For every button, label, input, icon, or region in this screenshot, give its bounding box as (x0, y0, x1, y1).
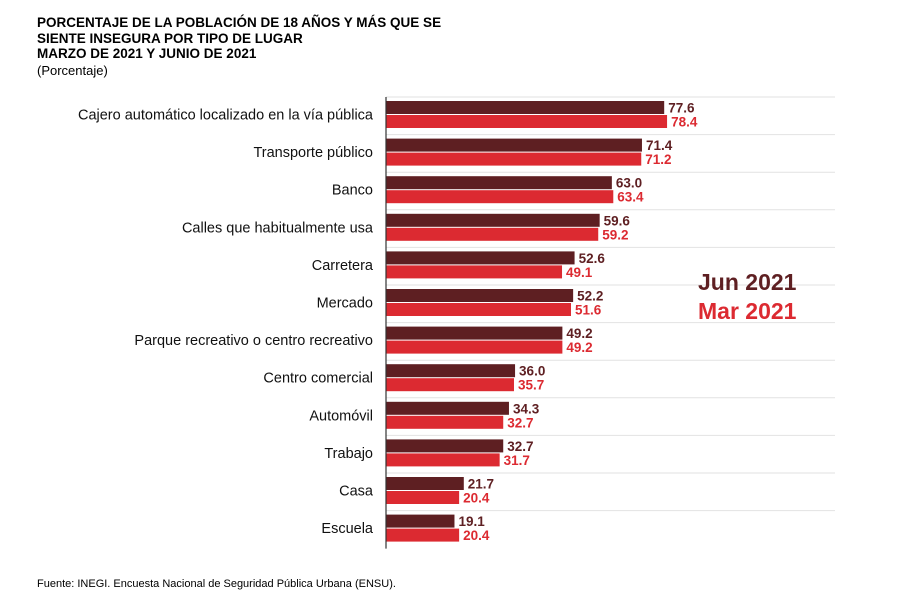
bar-jun (386, 289, 574, 302)
bar-jun (386, 101, 665, 114)
bar-jun (386, 439, 504, 453)
bar-jun (386, 213, 600, 227)
chart-title: PORCENTAJE DE LA POBLACIÓN DE 18 AÑOS Y … (37, 15, 637, 78)
bar-jun (386, 514, 455, 528)
bar-jun (386, 401, 509, 415)
chart-subtitle: (Porcentaje) (37, 62, 108, 78)
category-label: Escuela (321, 521, 374, 537)
category-label: Casa (339, 484, 374, 500)
data-label-jun: 21.7 (468, 477, 494, 492)
legend: Jun 2021 Mar 2021 (698, 268, 796, 326)
bar-mar (386, 115, 668, 128)
category-label: Automóvil (309, 408, 373, 424)
data-label-jun: 52.6 (579, 251, 606, 266)
data-label-jun: 34.3 (513, 401, 540, 416)
bar-mar (386, 190, 614, 204)
data-label-mar: 32.7 (507, 415, 533, 430)
data-label-jun: 36.0 (519, 364, 545, 379)
bar-mar (386, 528, 460, 542)
title-line-3: MARZO DE 2021 Y JUNIO DE 2021 (37, 46, 257, 61)
data-label-mar: 49.2 (566, 340, 592, 355)
data-label-mar: 59.2 (602, 227, 628, 242)
bar-jun (386, 326, 563, 340)
category-label: Mercado (317, 296, 373, 312)
bar-mar (386, 152, 642, 166)
data-label-mar: 20.4 (463, 528, 490, 543)
data-label-mar: 49.1 (566, 265, 593, 280)
data-label-mar: 71.2 (645, 152, 671, 167)
data-label-jun: 63.0 (616, 176, 642, 191)
legend-item-jun: Jun 2021 (698, 269, 797, 295)
source-note: Fuente: INEGI. Encuesta Nacional de Segu… (37, 578, 396, 590)
category-label: Parque recreativo o centro recreativo (134, 333, 373, 349)
bar-jun (386, 176, 612, 190)
title-line-2: SIENTE INSEGURA POR TIPO DE LUGAR (37, 30, 303, 46)
category-label: Calles que habitualmente usa (182, 220, 374, 236)
bar-mar (386, 303, 571, 316)
category-label: Cajero automático localizado en la vía p… (78, 108, 374, 124)
bar-mar (386, 491, 460, 504)
bar-mar (386, 265, 563, 279)
data-label-mar: 51.6 (575, 303, 602, 318)
bar-mar (386, 340, 563, 354)
bar-jun (386, 138, 642, 152)
bar-mar (386, 378, 514, 392)
bar-jun (386, 251, 575, 265)
title-line-1: PORCENTAJE DE LA POBLACIÓN DE 18 AÑOS Y … (37, 15, 442, 30)
data-label-jun: 71.4 (646, 138, 673, 153)
data-label-jun: 32.7 (507, 439, 533, 454)
legend-item-mar: Mar 2021 (698, 298, 797, 324)
category-label: Centro comercial (263, 371, 373, 387)
bar-jun (386, 477, 464, 490)
data-label-mar: 78.4 (671, 115, 698, 130)
category-label: Banco (332, 183, 373, 199)
category-label: Carretera (312, 258, 374, 274)
category-label: Transporte público (253, 145, 373, 161)
data-label-jun: 49.2 (566, 326, 592, 341)
data-label-mar: 35.7 (518, 378, 544, 393)
data-label-jun: 19.1 (458, 514, 485, 529)
bar-mar (386, 227, 599, 241)
data-label-mar: 20.4 (463, 491, 490, 506)
data-label-mar: 31.7 (504, 453, 530, 468)
data-label-mar: 63.4 (617, 190, 644, 205)
bar-mar (386, 453, 500, 467)
data-label-jun: 77.6 (668, 101, 695, 116)
data-label-jun: 52.2 (577, 289, 603, 304)
data-label-jun: 59.6 (604, 213, 631, 228)
category-label: Trabajo (324, 446, 373, 462)
bar-jun (386, 364, 516, 378)
bar-mar (386, 415, 504, 429)
